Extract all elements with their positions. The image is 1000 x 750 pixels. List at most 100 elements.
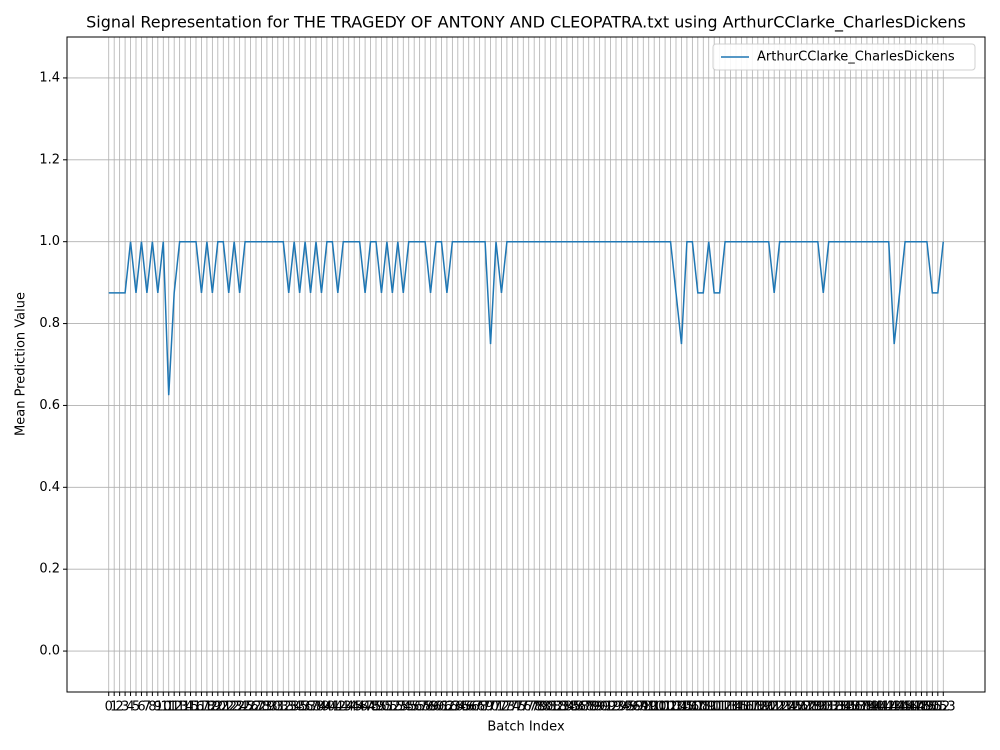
x-tick-label: 21 [215,700,232,715]
x-tick-label: 18 [199,700,216,715]
x-tick-label: 131 [811,700,836,715]
x-tick-label: 15 [182,700,199,715]
x-tick-label: 4 [126,700,134,715]
x-tick-label: 116 [729,700,754,715]
x-tick-label: 62 [439,700,456,715]
x-tick-label: 128 [794,700,819,715]
legend-label: ArthurCClarke_CharlesDickens [757,50,955,65]
x-tick-label: 84 [559,700,576,715]
x-tick-label: 127 [789,700,814,715]
x-tick-label: 53 [390,700,407,715]
x-tick-label: 144 [882,700,907,715]
x-tick-label: 94 [613,700,630,715]
x-tick-label: 61 [433,700,450,715]
x-tick-label: 50 [373,700,390,715]
x-tick-label: 99 [640,700,657,715]
x-tick-label: 114 [718,700,743,715]
x-tick-label: 91 [597,700,614,715]
x-tick-label: 27 [248,700,265,715]
x-tick-label: 43 [335,700,352,715]
x-tick-label: 75 [510,700,527,715]
x-tick-label: 2 [115,700,123,715]
x-tick-label: 111 [702,700,727,715]
x-tick-label: 42 [330,700,347,715]
x-tick-label: 82 [548,700,565,715]
x-tick-label: 65 [455,700,472,715]
x-tick-label: 30 [264,700,281,715]
x-tick-label: 60 [428,700,445,715]
x-tick-label: 105 [669,700,694,715]
x-tick-label: 96 [624,700,641,715]
x-tick-label: 66 [460,700,477,715]
x-tick-label: 143 [876,700,901,715]
y-tick-label: 0.8 [39,316,60,331]
x-tick-label: 76 [515,700,532,715]
y-axis-label: Mean Prediction Value [14,292,29,436]
x-tick-label: 64 [450,700,467,715]
x-tick-label: 151 [920,700,945,715]
x-tick-label: 6 [137,700,145,715]
y-tick-label: 0.4 [39,480,60,495]
x-tick-label: 139 [854,700,879,715]
x-tick-label: 149 [909,700,934,715]
x-tick-label: 39 [313,700,330,715]
x-tick-label: 41 [324,700,341,715]
x-tick-label: 14 [177,700,194,715]
x-tick-label: 130 [805,700,830,715]
x-tick-label: 103 [658,700,683,715]
x-tick-label: 38 [308,700,325,715]
x-tick-label: 126 [784,700,809,715]
x-tick-label: 83 [553,700,570,715]
x-tick-label: 147 [898,700,923,715]
x-tick-label: 12 [166,700,183,715]
x-tick-label: 106 [674,700,699,715]
x-tick-label: 29 [259,700,276,715]
x-tick-label: 121 [756,700,781,715]
x-tick-label: 45 [346,700,363,715]
x-tick-label: 3 [121,700,129,715]
x-tick-label: 40 [319,700,336,715]
legend-box [712,43,976,71]
x-tick-label: 109 [691,700,716,715]
y-tick-label: 1.0 [39,234,60,249]
y-tick-label: 0.0 [39,644,60,659]
x-tick-label: 152 [925,700,950,715]
x-tick-label: 16 [188,700,205,715]
x-tick-label: 57 [411,700,428,715]
x-tick-label: 73 [499,700,516,715]
x-tick-label: 97 [630,700,647,715]
x-tick-label: 112 [707,700,732,715]
x-tick-label: 89 [586,700,603,715]
x-tick-label: 24 [231,700,248,715]
x-tick-label: 145 [887,700,912,715]
x-axis-label: Batch Index [487,720,565,735]
x-tick-label: 5 [132,700,140,715]
x-tick-label: 78 [526,700,543,715]
x-tick-label: 44 [340,700,357,715]
x-tick-label: 71 [488,700,505,715]
x-tick-label: 140 [860,700,885,715]
x-tick-label: 141 [865,700,890,715]
x-tick-label: 51 [379,700,396,715]
x-tick-label: 85 [564,700,581,715]
x-tick-label: 110 [696,700,721,715]
x-tick-label: 90 [591,700,608,715]
x-tick-label: 37 [302,700,319,715]
x-tick-label: 124 [773,700,798,715]
y-tick-label: 1.4 [39,70,60,85]
x-tick-label: 17 [193,700,210,715]
x-tick-label: 92 [602,700,619,715]
x-tick-label: 19 [204,700,221,715]
x-tick-label: 87 [575,700,592,715]
x-tick-label: 13 [171,700,188,715]
x-tick-label: 125 [778,700,803,715]
data-line [108,240,945,396]
plot-frame [66,36,986,693]
x-tick-label: 102 [653,700,678,715]
x-tick-label: 22 [220,700,237,715]
x-tick-label: 31 [270,700,287,715]
x-tick-label: 10 [155,700,172,715]
x-tick-label: 32 [275,700,292,715]
x-tick-label: 67 [466,700,483,715]
